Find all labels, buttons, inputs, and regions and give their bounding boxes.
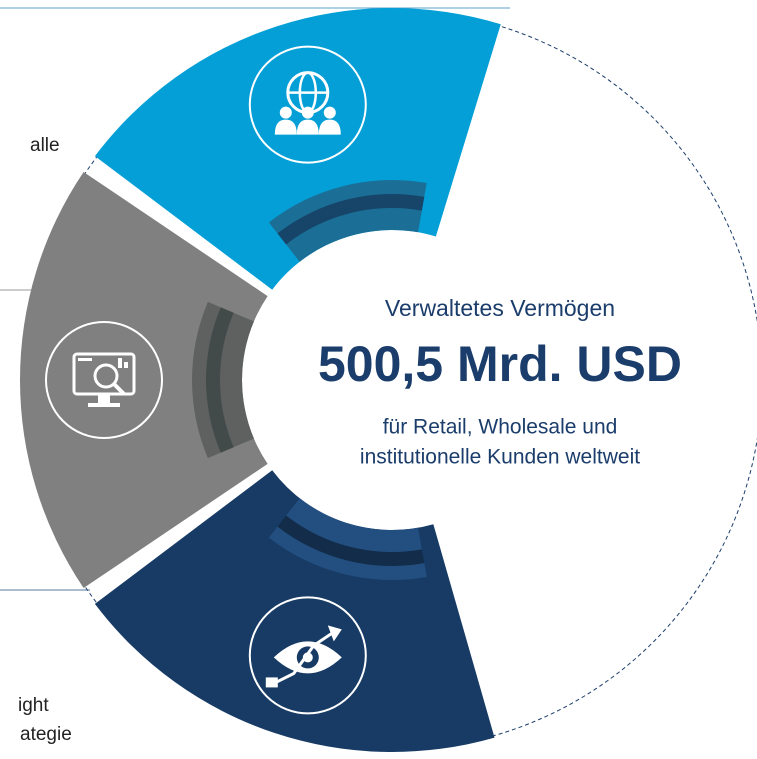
side-label: alle <box>30 135 60 156</box>
icon-part <box>124 362 128 368</box>
icon-part <box>78 358 92 361</box>
icon-part <box>88 403 120 407</box>
icon-ring <box>45 321 163 439</box>
center-line: institutionelle Kunden weltweit <box>360 446 640 469</box>
icon-part <box>318 119 341 135</box>
ring <box>19 7 757 752</box>
inner-band <box>192 301 254 459</box>
center-amount: 500,5 Mrd. USD <box>318 336 682 392</box>
icon-part <box>327 625 342 642</box>
segment <box>19 171 268 589</box>
icon-part <box>98 394 110 404</box>
icon <box>72 352 136 407</box>
icon-part <box>112 382 126 396</box>
icon-part <box>274 119 297 135</box>
inner-band <box>206 307 234 453</box>
icon <box>274 71 341 135</box>
icon-part <box>265 677 278 688</box>
inner-band <box>277 194 425 245</box>
icon <box>265 625 342 688</box>
center-line: für Retail, Wholesale und <box>383 416 618 439</box>
icon-part <box>279 106 292 119</box>
icon-part <box>93 363 119 389</box>
icon-part <box>323 106 336 119</box>
icon-ring <box>248 596 367 715</box>
icon-part <box>118 358 122 368</box>
side-label: ight <box>18 695 49 716</box>
icon-part <box>301 106 314 119</box>
icon-part <box>296 119 319 135</box>
side-label: ategie <box>20 724 72 745</box>
icon-part <box>273 632 333 685</box>
center-heading: Verwaltetes Vermögen <box>385 295 615 321</box>
inner-band <box>277 515 425 567</box>
icon-ring <box>248 45 367 164</box>
